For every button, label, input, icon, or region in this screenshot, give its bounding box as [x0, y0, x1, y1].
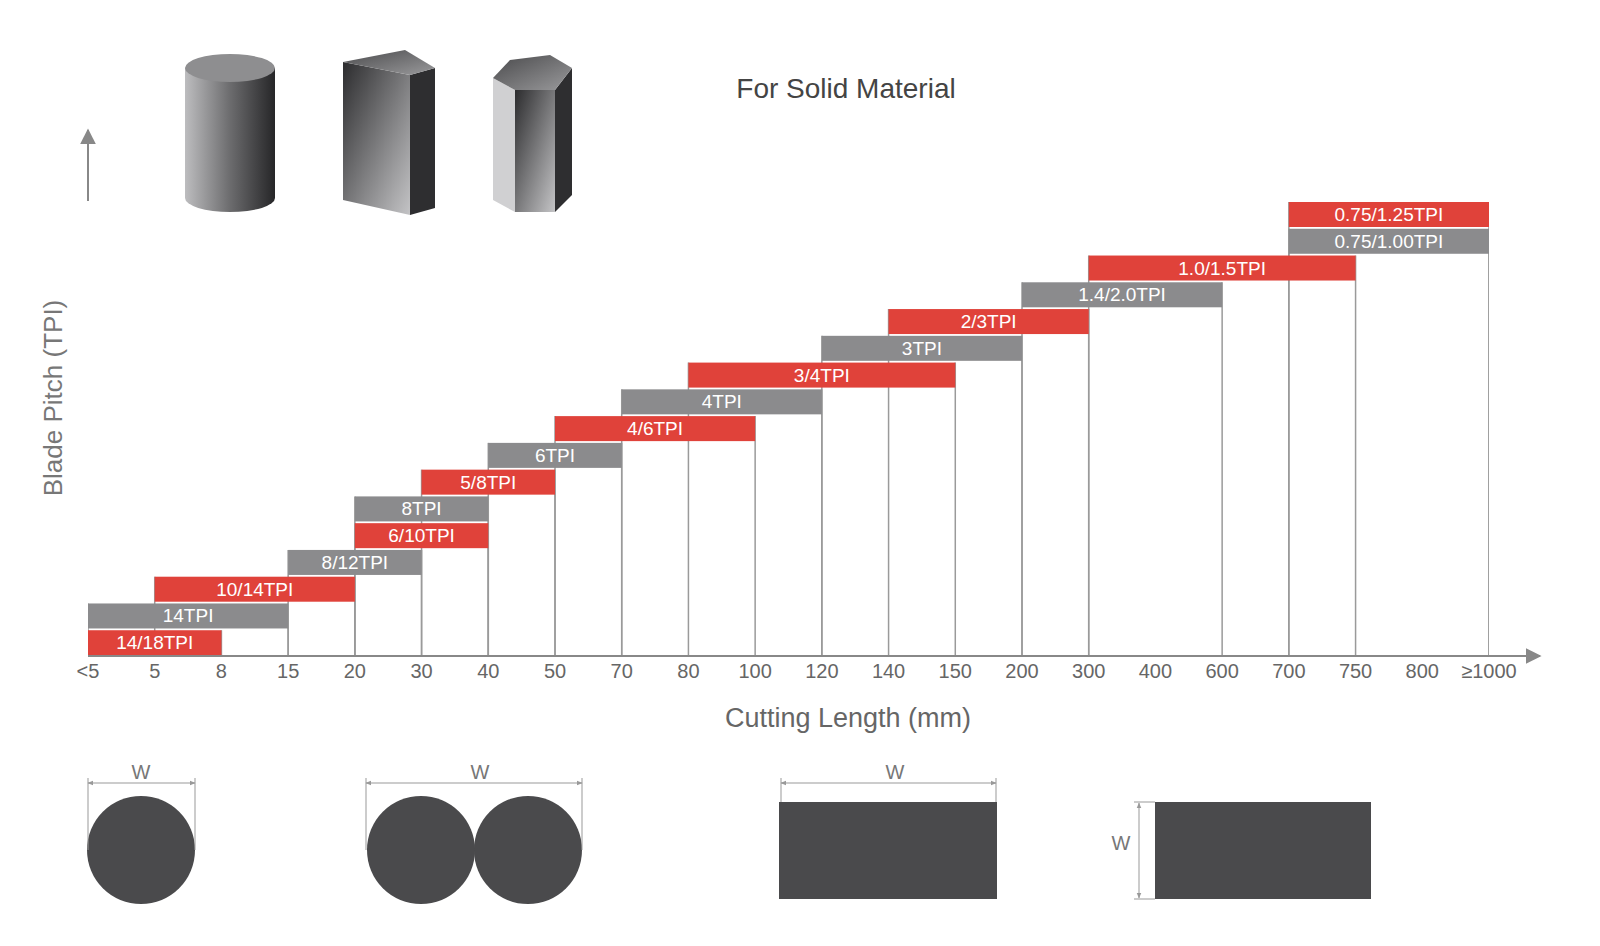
svg-text:200: 200: [1005, 660, 1038, 682]
svg-text:5/8TPI: 5/8TPI: [460, 472, 516, 493]
svg-text:0.75/1.00TPI: 0.75/1.00TPI: [1335, 231, 1444, 252]
svg-text:80: 80: [677, 660, 699, 682]
svg-text:750: 750: [1339, 660, 1372, 682]
svg-text:W: W: [471, 761, 490, 783]
svg-text:600: 600: [1205, 660, 1238, 682]
svg-text:20: 20: [344, 660, 366, 682]
svg-text:5: 5: [149, 660, 160, 682]
svg-text:300: 300: [1072, 660, 1105, 682]
svg-text:15: 15: [277, 660, 299, 682]
svg-text:0.75/1.25TPI: 0.75/1.25TPI: [1335, 204, 1444, 225]
svg-text:400: 400: [1139, 660, 1172, 682]
svg-text:Cutting Length (mm): Cutting Length (mm): [725, 703, 971, 733]
svg-text:1.4/2.0TPI: 1.4/2.0TPI: [1078, 284, 1166, 305]
svg-text:For Solid Material: For Solid Material: [736, 73, 955, 104]
svg-text:W: W: [886, 761, 905, 783]
svg-text:2/3TPI: 2/3TPI: [961, 311, 1017, 332]
svg-text:150: 150: [939, 660, 972, 682]
svg-text:W: W: [132, 761, 151, 783]
svg-text:8: 8: [216, 660, 227, 682]
svg-text:4TPI: 4TPI: [702, 391, 742, 412]
svg-text:50: 50: [544, 660, 566, 682]
svg-text:70: 70: [611, 660, 633, 682]
svg-text:<5: <5: [77, 660, 100, 682]
svg-text:30: 30: [410, 660, 432, 682]
svg-text:40: 40: [477, 660, 499, 682]
svg-text:W: W: [1112, 832, 1131, 854]
svg-text:14/18TPI: 14/18TPI: [116, 632, 193, 653]
svg-text:8TPI: 8TPI: [402, 498, 442, 519]
svg-text:700: 700: [1272, 660, 1305, 682]
svg-text:120: 120: [805, 660, 838, 682]
svg-text:3TPI: 3TPI: [902, 338, 942, 359]
svg-text:6TPI: 6TPI: [535, 445, 575, 466]
svg-text:14TPI: 14TPI: [163, 605, 214, 626]
svg-text:Blade Pitch (TPI): Blade Pitch (TPI): [38, 300, 68, 497]
svg-text:1.0/1.5TPI: 1.0/1.5TPI: [1178, 258, 1266, 279]
svg-text:4/6TPI: 4/6TPI: [627, 418, 683, 439]
svg-text:10/14TPI: 10/14TPI: [216, 579, 293, 600]
svg-text:8/12TPI: 8/12TPI: [322, 552, 389, 573]
svg-text:3/4TPI: 3/4TPI: [794, 365, 850, 386]
svg-text:6/10TPI: 6/10TPI: [388, 525, 455, 546]
svg-text:800: 800: [1406, 660, 1439, 682]
svg-text:140: 140: [872, 660, 905, 682]
svg-text:≥1000: ≥1000: [1461, 660, 1516, 682]
svg-text:100: 100: [738, 660, 771, 682]
